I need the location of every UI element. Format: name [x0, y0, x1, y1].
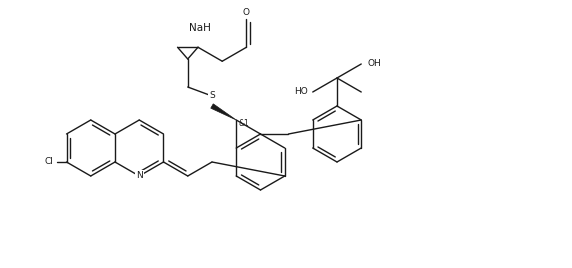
Text: O: O	[243, 8, 250, 17]
Text: NaH: NaH	[189, 23, 211, 33]
Text: Cl: Cl	[44, 158, 53, 166]
Text: &1: &1	[239, 120, 249, 128]
Text: S: S	[209, 91, 215, 100]
Polygon shape	[210, 104, 236, 120]
Text: HO: HO	[294, 87, 308, 96]
Text: OH: OH	[367, 59, 381, 69]
Text: N: N	[136, 172, 142, 181]
